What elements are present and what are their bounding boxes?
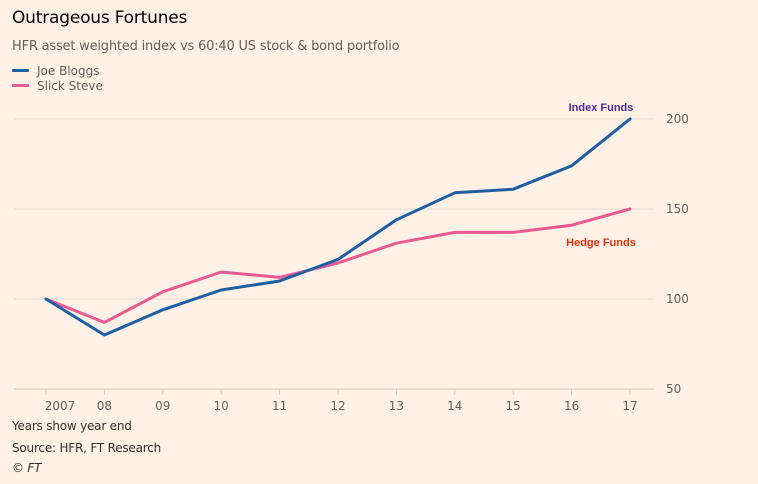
x-tick-label-08: 08: [97, 399, 112, 413]
source-note: Source: HFR, FT Research: [12, 441, 162, 455]
legend-label-slick-steve: Slick Steve: [37, 78, 103, 93]
legend: Joe Bloggs Slick Steve: [12, 63, 103, 93]
footnote: Years show year end: [12, 419, 132, 433]
chart-subtitle: HFR asset weighted index vs 60:40 US sto…: [12, 39, 400, 54]
legend-label-joe-bloggs: Joe Bloggs: [37, 63, 100, 78]
x-tick-label-10: 10: [214, 399, 229, 413]
x-tick-label-17: 17: [622, 399, 637, 413]
x-tick-label-2007: 2007: [45, 399, 76, 413]
y-tick-label-100: 100: [666, 292, 689, 306]
chart-title: Outrageous Fortunes: [12, 8, 188, 28]
legend-swatch-slick-steve: [12, 84, 29, 87]
y-tick-label-150: 150: [666, 202, 689, 216]
legend-item-joe-bloggs: Joe Bloggs: [12, 63, 103, 78]
x-tick-label-11: 11: [272, 399, 287, 413]
x-tick-label-14: 14: [447, 399, 462, 413]
y-tick-label-200: 200: [666, 112, 689, 126]
x-tick-label-09: 09: [155, 399, 170, 413]
series-line-joe-bloggs: [44, 117, 632, 337]
x-tick-label-16: 16: [564, 399, 579, 413]
y-tick-label-50: 50: [666, 382, 681, 396]
copyright: © FT: [12, 461, 42, 475]
annotation-index-funds: Index Funds: [569, 102, 634, 114]
legend-swatch-joe-bloggs: [12, 69, 29, 72]
x-tick-label-12: 12: [330, 399, 345, 413]
series-line-slick-steve: [44, 207, 632, 324]
annotation-hedge-funds: Hedge Funds: [566, 237, 636, 249]
x-tick-label-13: 13: [389, 399, 404, 413]
x-tick-label-15: 15: [506, 399, 521, 413]
legend-item-slick-steve: Slick Steve: [12, 78, 103, 93]
